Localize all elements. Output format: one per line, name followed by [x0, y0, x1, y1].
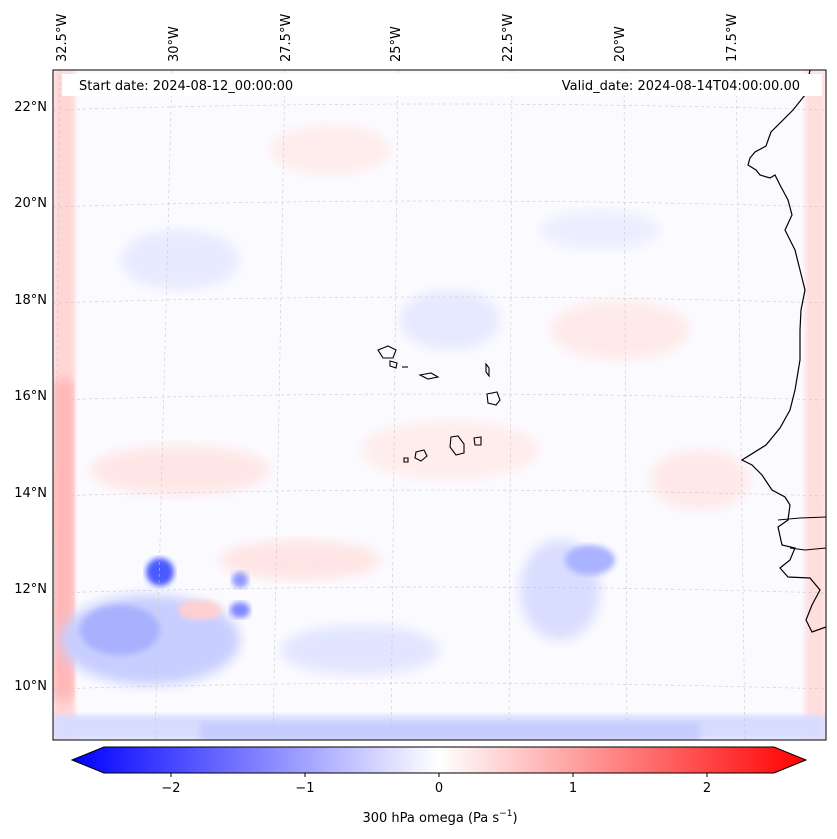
cape-verde-islands [377, 345, 501, 463]
map-panel [52, 69, 827, 741]
lon-label: 32.5°W [55, 14, 70, 62]
lat-label: 22°N [14, 100, 47, 115]
lat-label: 12°N [14, 582, 47, 597]
map-frame [52, 69, 827, 741]
lon-label: 27.5°W [279, 14, 294, 62]
latitude-labels: 22°N 20°N 18°N 16°N 14°N 12°N 10°N [14, 100, 47, 694]
graticule [53, 70, 826, 740]
colorbar-label: 300 hPa omega (Pa s−1) [362, 809, 517, 826]
lat-label: 18°N [14, 293, 47, 308]
lat-label: 14°N [14, 486, 47, 501]
lon-label: 20°W [613, 26, 628, 62]
omega-field [53, 70, 826, 740]
lat-label: 10°N [14, 679, 47, 694]
colorbar-bar [70, 746, 808, 774]
colorbar-tick: −1 [295, 781, 314, 796]
lon-label: 30°W [167, 26, 182, 62]
colorbar: −2 −1 0 1 2 300 hPa omega (Pa s−1) [70, 746, 808, 826]
lat-label: 20°N [14, 196, 47, 211]
lat-label: 16°N [14, 389, 47, 404]
colorbar-tick: −2 [161, 781, 180, 796]
colorbar-tick: 0 [435, 781, 443, 796]
africa-coastline [740, 69, 827, 633]
gambia-river [777, 516, 827, 521]
longitude-labels: 32.5°W 30°W 27.5°W 25°W 22.5°W 20°W 17.5… [55, 14, 740, 62]
valid-date: Valid_date: 2024-08-14T04:00:00.00 [562, 79, 800, 94]
colorbar-tick: 1 [569, 781, 577, 796]
start-date: Start date: 2024-08-12_00:00:00 [79, 79, 293, 94]
coast-detail [789, 547, 827, 551]
lon-label: 22.5°W [501, 14, 516, 62]
header-band [62, 74, 822, 96]
lon-label: 17.5°W [725, 14, 740, 62]
lon-label: 25°W [389, 26, 404, 62]
colorbar-tick: 2 [703, 781, 711, 796]
